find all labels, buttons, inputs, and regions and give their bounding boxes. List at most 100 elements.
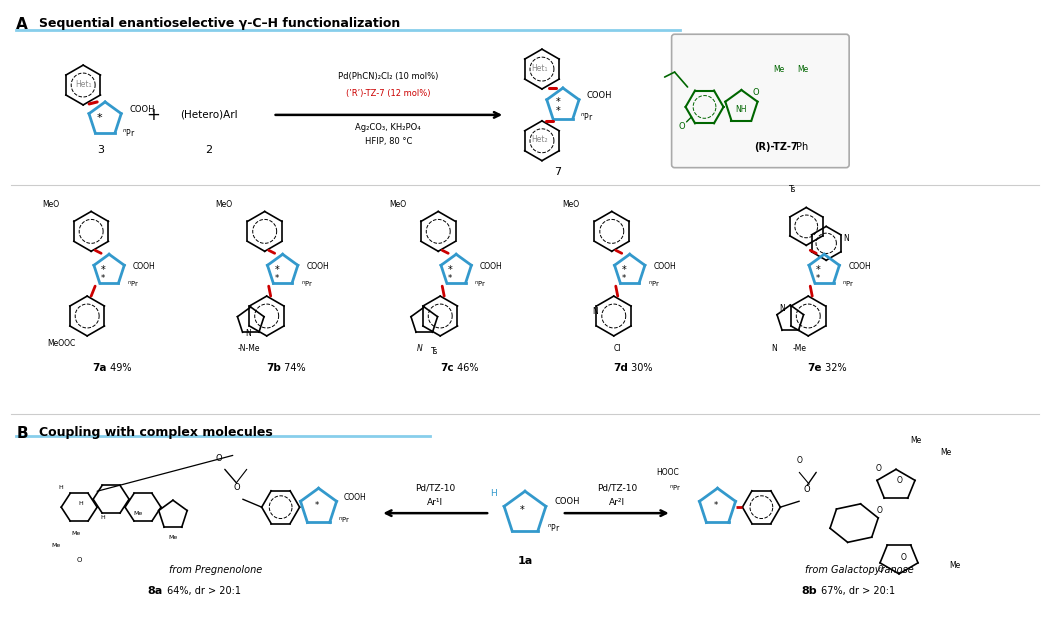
Text: $^n$Pr: $^n$Pr [122, 127, 135, 138]
Text: N: N [245, 329, 251, 338]
Text: 67%, dr > 20:1: 67%, dr > 20:1 [818, 586, 896, 596]
Text: Pd/TZ-10: Pd/TZ-10 [415, 483, 456, 492]
Text: N: N [592, 307, 597, 316]
Text: COOH: COOH [554, 497, 581, 506]
Text: 46%: 46% [455, 363, 479, 373]
Text: +: + [146, 106, 160, 124]
Text: 3: 3 [98, 145, 105, 155]
Text: Het₁: Het₁ [531, 64, 548, 73]
Text: MeO: MeO [390, 200, 406, 209]
Text: Sequential enantioselective γ-C–H functionalization: Sequential enantioselective γ-C–H functi… [39, 17, 400, 31]
Text: $^n$Pr: $^n$Pr [475, 279, 486, 289]
Text: $^n$Pr: $^n$Pr [338, 515, 351, 525]
Text: -N-Me: -N-Me [237, 344, 260, 353]
Text: Ph: Ph [796, 142, 808, 152]
Text: Het₁: Het₁ [75, 80, 91, 88]
Text: A: A [17, 17, 28, 32]
Text: MeOOC: MeOOC [47, 339, 76, 348]
Text: O: O [77, 557, 82, 563]
Text: B: B [17, 425, 28, 441]
Text: *: * [101, 273, 105, 282]
Text: *: * [622, 265, 626, 275]
Text: Me: Me [51, 543, 61, 548]
Text: HFIP, 80 °C: HFIP, 80 °C [364, 137, 412, 146]
FancyBboxPatch shape [672, 34, 849, 168]
Text: O: O [875, 464, 881, 473]
Text: Ts: Ts [432, 347, 439, 356]
Text: COOH: COOH [848, 262, 870, 271]
Text: *: * [274, 273, 279, 282]
Text: Ar¹I: Ar¹I [427, 498, 443, 507]
Text: (’R’)-TZ-7 (12 mol%): (’R’)-TZ-7 (12 mol%) [346, 89, 430, 98]
Text: COOH: COOH [587, 92, 612, 100]
Text: from Pregnenolone: from Pregnenolone [169, 565, 262, 575]
Text: $^n$Pr: $^n$Pr [127, 279, 140, 289]
Text: *: * [622, 273, 626, 282]
Text: Cl: Cl [614, 344, 622, 353]
Text: Ag₂CO₃, KH₂PO₄: Ag₂CO₃, KH₂PO₄ [356, 123, 421, 132]
Text: N: N [779, 304, 785, 313]
Text: Pd/TZ-10: Pd/TZ-10 [596, 483, 637, 492]
Text: *: * [816, 265, 821, 275]
Text: *: * [97, 113, 102, 123]
Text: *: * [448, 273, 453, 282]
Text: COOH: COOH [129, 106, 154, 114]
Text: 32%: 32% [822, 363, 847, 373]
Text: Me: Me [949, 561, 960, 570]
Text: *: * [274, 265, 279, 275]
Text: $^n$Pr: $^n$Pr [580, 111, 593, 122]
Text: 7e: 7e [807, 363, 822, 373]
Text: MeO: MeO [563, 200, 580, 209]
Text: Me: Me [168, 535, 177, 540]
Text: *: * [520, 505, 524, 515]
Text: H: H [101, 515, 105, 520]
Text: $^n$Pr: $^n$Pr [300, 279, 313, 289]
Text: $^n$Pr: $^n$Pr [547, 522, 561, 532]
Text: 49%: 49% [107, 363, 131, 373]
Text: 8a: 8a [148, 586, 163, 596]
Text: MeO: MeO [215, 200, 233, 209]
Text: Coupling with complex molecules: Coupling with complex molecules [39, 425, 273, 439]
Text: O: O [752, 88, 759, 97]
Text: *: * [314, 501, 319, 509]
Text: O: O [796, 457, 802, 466]
Text: $N$: $N$ [416, 342, 424, 353]
Text: 30%: 30% [628, 363, 652, 373]
Text: N: N [772, 344, 777, 353]
Text: Pd(PhCN)₂Cl₂ (10 mol%): Pd(PhCN)₂Cl₂ (10 mol%) [338, 72, 439, 81]
Text: COOH: COOH [654, 262, 676, 271]
Text: MeO: MeO [42, 200, 59, 209]
Text: *: * [816, 273, 820, 282]
Text: -Me: -Me [793, 344, 806, 353]
Text: (Hetero)ArI: (Hetero)ArI [180, 110, 237, 120]
Text: Me: Me [71, 531, 81, 536]
Text: 7d: 7d [613, 363, 628, 373]
Text: $^n$Pr: $^n$Pr [842, 279, 855, 289]
Text: N: N [843, 234, 849, 244]
Text: O: O [215, 454, 223, 464]
Text: O: O [678, 122, 685, 131]
Text: H: H [59, 485, 64, 490]
Text: HOOC: HOOC [656, 468, 679, 477]
Text: 7b: 7b [266, 363, 280, 373]
Text: *: * [447, 265, 453, 275]
Text: Ts: Ts [789, 184, 796, 193]
Text: O: O [877, 506, 883, 515]
Text: 7a: 7a [92, 363, 107, 373]
Text: Me: Me [910, 436, 922, 445]
Text: $^n$Pr: $^n$Pr [648, 279, 660, 289]
Text: 74%: 74% [280, 363, 306, 373]
Text: Ar²I: Ar²I [609, 498, 625, 507]
Text: *: * [555, 106, 561, 116]
Text: Het₂: Het₂ [531, 135, 548, 144]
Text: COOH: COOH [307, 262, 330, 271]
Text: 2: 2 [206, 145, 212, 155]
Text: COOH: COOH [133, 262, 155, 271]
Text: 8b: 8b [801, 586, 817, 596]
Text: 1a: 1a [518, 556, 532, 566]
Text: *: * [101, 265, 105, 275]
Text: O: O [233, 483, 240, 492]
Text: 64%, dr > 20:1: 64%, dr > 20:1 [164, 586, 240, 596]
Text: O: O [804, 485, 811, 494]
Text: O: O [901, 553, 907, 562]
